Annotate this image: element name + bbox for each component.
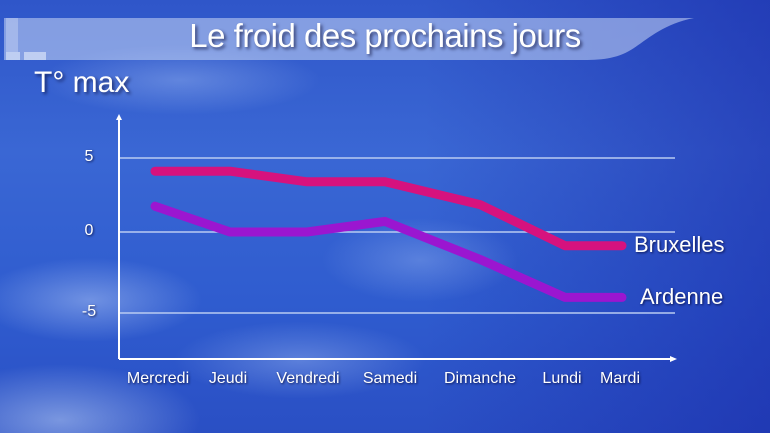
chart-title: Le froid des prochains jours	[189, 17, 581, 54]
series-ardenne-line	[150, 201, 627, 302]
x-tick-vendredi: Vendredi	[276, 370, 340, 387]
y-axis-arrow-icon	[116, 114, 122, 120]
axes	[116, 114, 677, 362]
gridlines	[119, 157, 675, 314]
y-tick-minus-5: -5	[81, 303, 97, 320]
legend-bruxelles: Bruxelles	[634, 232, 725, 257]
x-tick-samedi: Samedi	[362, 370, 418, 387]
x-tick-jeudi: Jeudi	[208, 370, 248, 387]
x-tick-mardi: Mardi	[599, 370, 641, 387]
x-tick-mercredi: Mercredi	[126, 370, 190, 387]
x-tick-lundi: Lundi	[542, 370, 582, 387]
x-axis-arrow-icon	[670, 356, 677, 362]
series-bruxelles-line	[150, 166, 627, 251]
x-tick-dimanche: Dimanche	[443, 370, 517, 387]
y-tick-5: 5	[84, 148, 94, 165]
y-tick-0: 0	[84, 222, 94, 239]
title-banner	[4, 18, 704, 60]
legend-ardenne: Ardenne	[640, 284, 724, 309]
y-axis-title: T° max	[34, 66, 130, 99]
